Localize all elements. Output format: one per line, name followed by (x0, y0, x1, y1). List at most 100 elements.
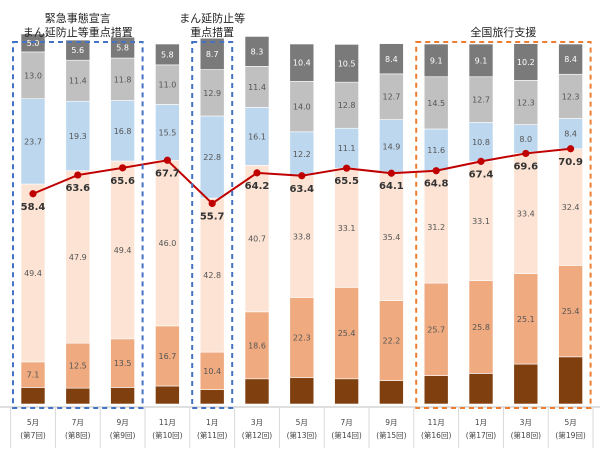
bar-segment (289, 43, 315, 82)
bar-segment (155, 64, 180, 105)
x-tick-label: 7月 (72, 418, 84, 427)
line-value-label: 65.5 (334, 176, 359, 187)
x-tick-label: (第11回) (197, 430, 227, 440)
line-value-label: 64.2 (245, 181, 270, 192)
data-label: 49.4 (24, 269, 42, 278)
data-label: 32.4 (562, 203, 580, 212)
data-label: 49.4 (114, 246, 132, 255)
bar-segment (468, 280, 494, 374)
bar-segment (423, 282, 449, 376)
x-tick-label: 1月 (206, 418, 218, 427)
line-value-label: 65.6 (110, 176, 135, 187)
data-label: 33.8 (293, 233, 311, 242)
line-value-label: 67.7 (155, 168, 180, 179)
x-tick-label: 7月 (340, 418, 352, 427)
data-label: 5.8 (161, 50, 174, 59)
x-tick-label: (第17回) (466, 430, 496, 440)
x-tick-label: 3月 (251, 418, 263, 427)
bar-segment (513, 363, 539, 405)
x-tick-label: (第14回) (331, 430, 361, 440)
x-tick-label: 3月 (520, 418, 532, 427)
bar-segment (289, 297, 315, 379)
x-tick-label: (第16回) (421, 430, 451, 440)
line-value-label: 63.6 (65, 183, 90, 194)
annotation-label: まん延防止等重点措置 (23, 25, 133, 39)
bar-segment (199, 115, 225, 199)
bar-segment (558, 265, 583, 358)
bar-segment (423, 76, 449, 130)
bar-segment (155, 159, 180, 327)
data-label: 23.7 (24, 137, 42, 146)
data-label: 11.1 (338, 144, 356, 153)
line-value-label: 67.4 (469, 169, 494, 180)
x-tick-label: (第8回) (65, 430, 91, 440)
bar-segment (110, 100, 135, 162)
data-label: 40.7 (248, 235, 266, 244)
bar-segment (513, 43, 539, 81)
bar-segment (289, 175, 315, 298)
data-label: 8.4 (385, 55, 398, 64)
bar-segment (65, 100, 91, 172)
data-label: 25.7 (427, 325, 445, 334)
line-value-label: 64.8 (424, 179, 449, 190)
bar-segment (513, 153, 539, 274)
bar-segment (558, 356, 583, 405)
bar-segment (199, 37, 225, 70)
data-label: 22.3 (293, 334, 311, 343)
bar-segment (155, 104, 180, 161)
line-point (343, 164, 351, 172)
data-label: 33.1 (338, 224, 356, 233)
bar-segment (244, 66, 270, 108)
line-point (567, 145, 575, 153)
bar-segment (289, 377, 315, 405)
bar-segment (65, 170, 91, 344)
bar-segment (289, 81, 315, 133)
line-point (163, 156, 171, 164)
bar-segment (468, 161, 494, 281)
annotation-box (12, 41, 144, 409)
bar-segment (334, 127, 359, 169)
bar-segment (155, 43, 180, 66)
bar-segment (334, 378, 359, 405)
data-label: 35.4 (382, 233, 400, 242)
data-label: 8.4 (564, 55, 577, 64)
x-tick-label: 1月 (475, 418, 487, 427)
x-tick-label: (第13回) (287, 430, 317, 440)
data-label: 9.1 (430, 56, 443, 65)
data-label: 12.7 (382, 93, 400, 102)
data-label: 5.0 (27, 39, 40, 48)
data-label: 42.8 (203, 271, 221, 280)
line-value-label: 55.7 (200, 211, 225, 222)
x-tick-label: 9月 (116, 418, 128, 427)
x-tick-label: (第18回) (511, 430, 541, 440)
x-tick-label: (第9回) (110, 430, 136, 440)
data-label: 14.9 (382, 142, 400, 151)
data-label: 8.7 (206, 50, 219, 59)
data-label: 12.5 (69, 362, 87, 371)
line-point (208, 199, 216, 208)
bar-segment (558, 148, 583, 266)
data-label: 10.2 (517, 58, 535, 67)
data-label: 12.8 (338, 101, 356, 110)
bar-segment (244, 36, 270, 67)
data-label: 25.8 (472, 323, 490, 332)
data-label: 7.1 (27, 371, 40, 380)
data-label: 25.1 (517, 315, 535, 324)
x-tick-label: 11月 (159, 418, 176, 427)
x-tick-label: 5月 (564, 418, 576, 427)
bar-segment (513, 273, 539, 365)
data-label: 33.4 (517, 210, 535, 219)
bar-segment (244, 107, 270, 166)
data-label: 11.4 (248, 83, 266, 92)
line-point (253, 169, 261, 177)
data-label: 18.6 (248, 341, 266, 350)
bar-segment (379, 172, 404, 301)
line-value-label: 70.9 (558, 157, 583, 168)
bar-segment (468, 122, 494, 162)
bar-segment (65, 387, 91, 405)
data-label: 13.5 (114, 359, 132, 368)
line-point (74, 171, 82, 179)
bar-segment (334, 44, 359, 83)
annotation-label: 全国旅行支援 (470, 25, 536, 39)
data-label: 12.3 (562, 92, 580, 101)
